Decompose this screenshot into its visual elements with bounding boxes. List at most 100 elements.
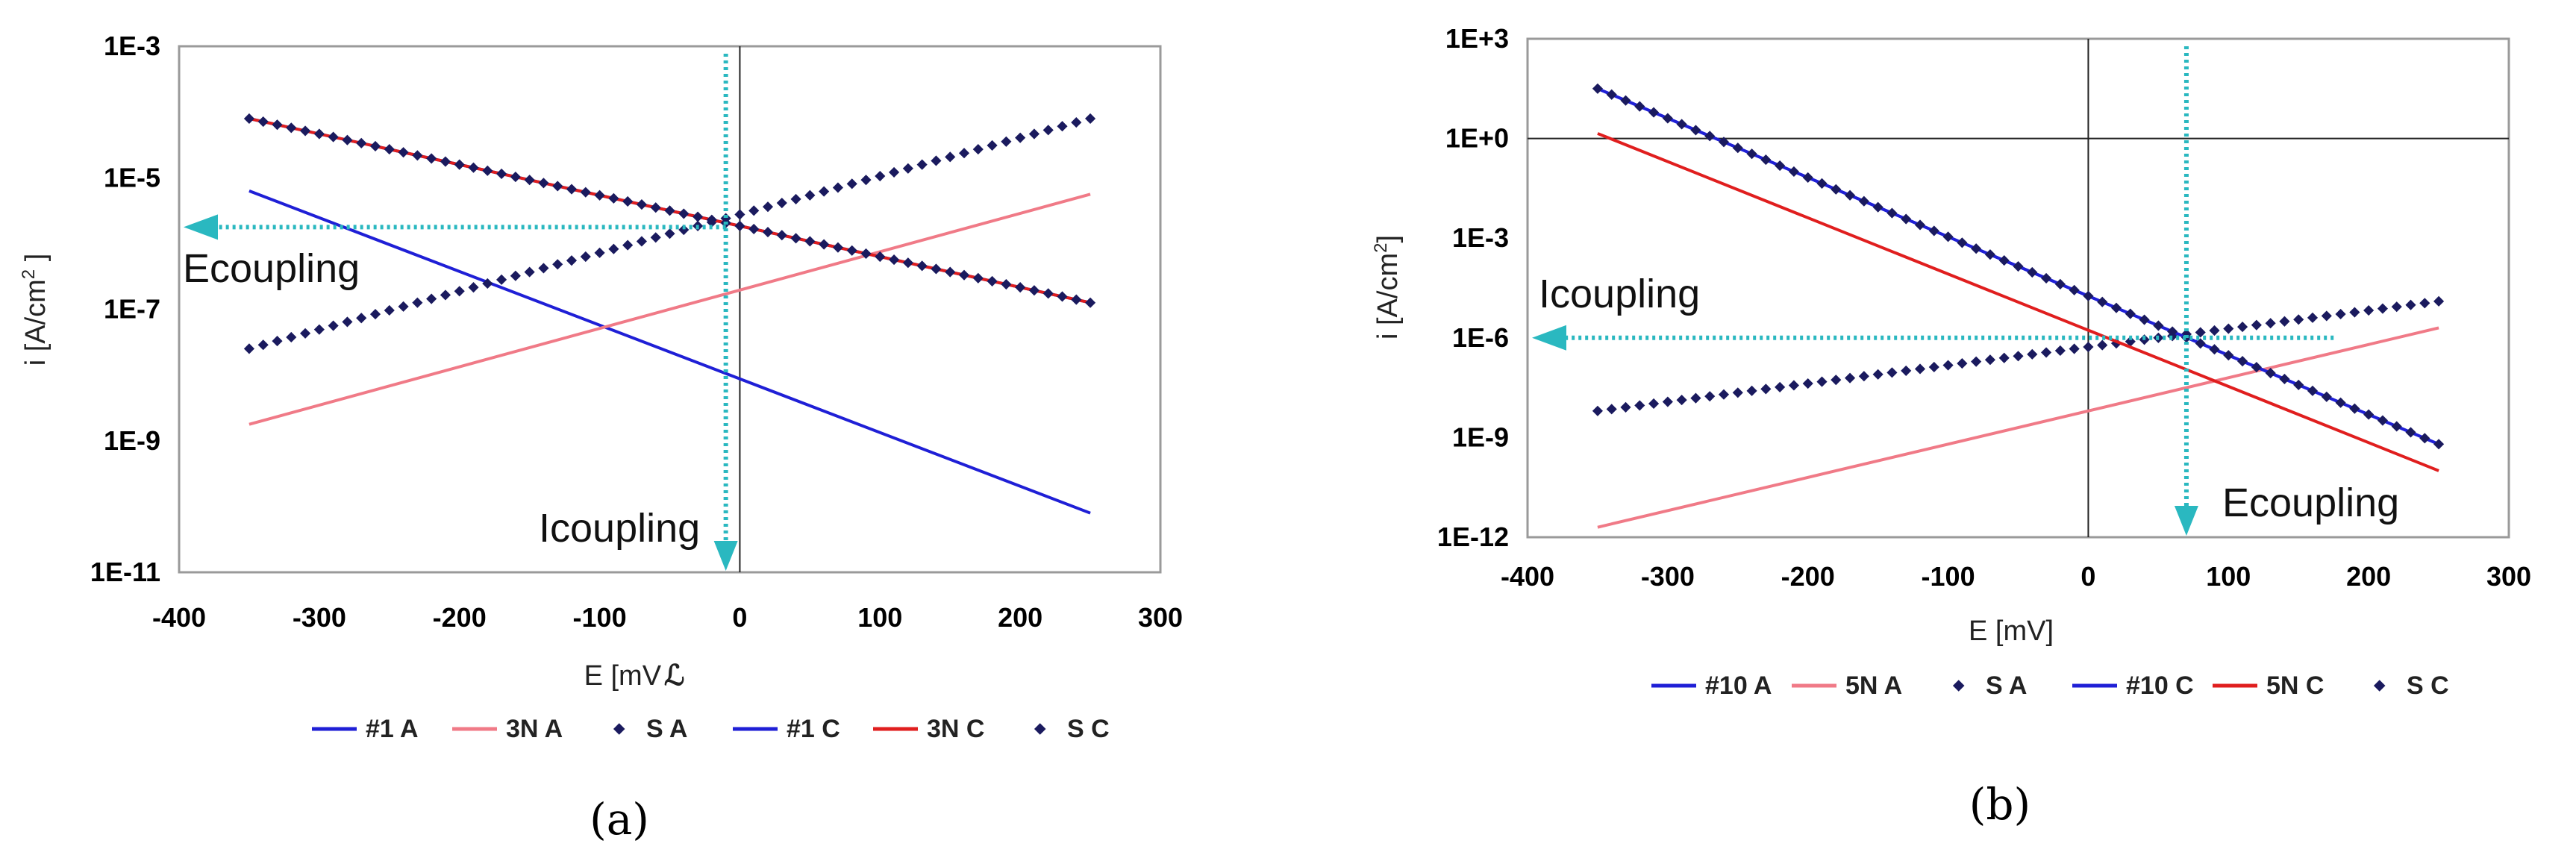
chart-a-x-axis-label: E [mV ℒ xyxy=(584,660,685,692)
chart-b-plot-area xyxy=(1526,37,2510,539)
series-marker xyxy=(384,304,395,316)
series-marker xyxy=(650,202,661,213)
series-marker xyxy=(902,163,913,174)
x-tick-label: 200 xyxy=(2346,561,2391,592)
series-marker xyxy=(384,143,395,155)
series-marker xyxy=(454,159,465,170)
series-marker xyxy=(482,278,493,289)
legend-item: S C xyxy=(2373,672,2449,700)
series-marker xyxy=(1001,278,1012,290)
series-marker xyxy=(1057,121,1068,132)
series-marker xyxy=(902,257,913,269)
series-marker xyxy=(328,320,339,331)
y-tick-label: 1E-12 xyxy=(1437,522,1509,552)
y-tick-label: 1E-11 xyxy=(90,557,160,587)
series-marker xyxy=(875,251,886,263)
series-marker xyxy=(538,178,549,189)
legend-item: 5N C xyxy=(2213,672,2324,700)
series-marker xyxy=(931,155,942,166)
legend-label: S C xyxy=(1067,715,1110,743)
series-marker xyxy=(650,232,661,243)
series-marker xyxy=(846,245,857,256)
series-marker xyxy=(566,255,578,266)
series-marker xyxy=(1042,125,1054,136)
vertical-coupling-arrow-head xyxy=(2174,506,2198,536)
series-marker xyxy=(510,172,521,183)
legend-label: #1 A xyxy=(366,715,419,743)
horizontal-coupling-label: Ecoupling xyxy=(183,246,360,291)
x-tick-label: 100 xyxy=(857,602,902,633)
chart-b-x-ticks: -400 -300 -200 -100 0 100 200 300 xyxy=(1501,561,2531,592)
legend-marker xyxy=(1034,723,1046,735)
series-marker xyxy=(776,197,787,209)
series-marker xyxy=(1028,128,1040,140)
series-marker xyxy=(608,192,619,204)
series-marker xyxy=(369,309,381,320)
vertical-coupling-label: Icoupling xyxy=(539,506,700,551)
series-marker xyxy=(1085,113,1096,125)
series-marker xyxy=(369,140,381,152)
chart-a-panel-label: (a) xyxy=(590,794,649,845)
series-marker xyxy=(1015,282,1026,293)
chart-a-legend: #1 A 3N A S A #1 C 3N C S C xyxy=(312,715,1110,743)
y-tick-label: 1E-3 xyxy=(1452,222,1509,253)
series-marker xyxy=(706,214,717,225)
legend-item: S C xyxy=(1034,715,1110,743)
series-marker xyxy=(678,208,690,219)
series-marker xyxy=(412,297,423,308)
vertical-coupling-arrow-head xyxy=(713,541,738,571)
series-marker xyxy=(496,168,507,180)
series-marker xyxy=(510,270,521,281)
series-marker xyxy=(832,242,843,253)
series-marker xyxy=(889,254,900,266)
series-marker xyxy=(313,324,325,335)
chart-b-legend: #10 A 5N A S A #10 C 5N C S C xyxy=(1651,672,2449,700)
legend-item: #1 C xyxy=(733,715,840,743)
chart-a: Ecoupling Icoupling 1E-11 1E-9 1E-7 1E-5 1E-3… xyxy=(19,31,1183,845)
series-marker xyxy=(286,122,297,134)
legend-label: 3N A xyxy=(506,715,563,743)
legend-marker xyxy=(613,723,625,735)
y-tick-label: 1E+3 xyxy=(1445,23,1509,54)
x-tick-label: -200 xyxy=(1781,561,1835,592)
series-marker xyxy=(945,266,956,278)
legend-item: 5N A xyxy=(1792,672,1902,700)
y-tick-label: 1E-9 xyxy=(104,425,160,456)
series-marker xyxy=(790,193,801,204)
series-marker xyxy=(860,175,872,186)
series-marker xyxy=(580,251,591,263)
series-marker xyxy=(496,274,507,285)
legend-item: #1 A xyxy=(312,715,419,743)
legend-item: #10 C xyxy=(2072,672,2194,700)
series-marker xyxy=(1071,294,1082,305)
series-marker xyxy=(608,243,619,254)
series-marker xyxy=(734,209,745,220)
horizontal-coupling-arrow-head xyxy=(1532,325,1566,351)
y-tick-label: 1E-5 xyxy=(104,162,160,192)
legend-item: 3N C xyxy=(873,715,984,743)
series-marker xyxy=(257,339,269,351)
series-marker xyxy=(762,227,774,238)
series-marker xyxy=(790,233,801,244)
legend-item: S A xyxy=(613,715,687,743)
chart-a-coupling-annotation: Ecoupling Icoupling xyxy=(183,54,738,571)
series-marker xyxy=(972,272,984,284)
x-tick-label: -400 xyxy=(1501,561,1554,592)
series-marker xyxy=(454,286,465,297)
series-marker xyxy=(524,175,535,186)
series-marker xyxy=(328,131,339,143)
series-marker xyxy=(272,336,283,347)
series-s-c-markers xyxy=(243,113,1096,308)
legend-item: 3N A xyxy=(452,715,563,743)
series-s-a-markers xyxy=(243,113,1096,354)
legend-label: S A xyxy=(646,715,687,743)
x-tick-label: -300 xyxy=(293,602,346,633)
series-marker xyxy=(804,236,816,247)
chart-b-zero-lines xyxy=(1528,39,2509,537)
series-marker xyxy=(243,343,254,354)
series-marker xyxy=(468,162,479,173)
legend-label: 5N C xyxy=(2266,672,2324,700)
series-marker xyxy=(468,282,479,293)
y-tick-label: 1E-6 xyxy=(1452,322,1509,353)
